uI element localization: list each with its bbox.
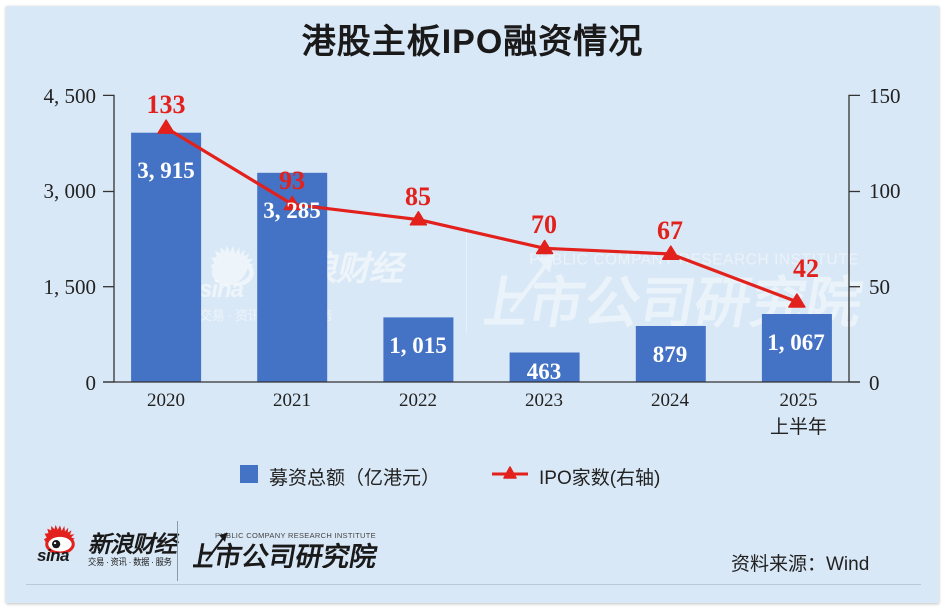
svg-text:上市公司研究院: 上市公司研究院 [193, 541, 378, 568]
svg-text:PUBLIC COMPANY RESEARCH INSTIT: PUBLIC COMPANY RESEARCH INSTITUTE [215, 531, 376, 540]
